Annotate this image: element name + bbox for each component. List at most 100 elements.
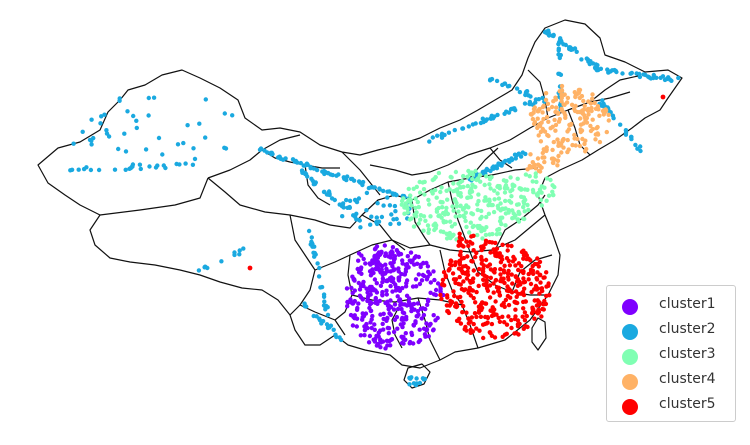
cluster3-point bbox=[509, 194, 514, 199]
cluster2-point bbox=[641, 72, 646, 77]
cluster1-point bbox=[419, 278, 425, 283]
cluster2-point bbox=[364, 208, 369, 213]
cluster1-point bbox=[367, 333, 373, 339]
cluster1-point bbox=[372, 247, 378, 252]
cluster3-point bbox=[465, 183, 470, 189]
cluster2-point bbox=[330, 172, 335, 178]
cluster4-point bbox=[586, 112, 591, 117]
cluster1-point bbox=[357, 293, 363, 298]
cluster3-point bbox=[516, 202, 521, 207]
cluster5-point bbox=[505, 243, 511, 248]
cluster5-point bbox=[512, 257, 517, 262]
cluster5-point bbox=[465, 269, 470, 274]
cluster5-point bbox=[461, 303, 466, 309]
cluster5-point bbox=[461, 255, 466, 261]
cluster4-point bbox=[572, 132, 577, 138]
cluster1-point bbox=[409, 330, 414, 335]
cluster1-point bbox=[399, 317, 404, 322]
cluster2-point bbox=[528, 94, 533, 99]
cluster2-point bbox=[358, 225, 363, 230]
cluster3-point bbox=[441, 220, 447, 225]
cluster1-point bbox=[399, 334, 404, 339]
cluster2-point bbox=[669, 78, 674, 84]
cluster2-point bbox=[356, 196, 362, 201]
cluster4-point bbox=[550, 147, 555, 153]
cluster2-point bbox=[116, 146, 121, 152]
cluster4-point bbox=[538, 139, 544, 144]
cluster5-point bbox=[458, 294, 463, 300]
cluster1-point bbox=[363, 261, 368, 266]
cluster4-point bbox=[538, 129, 544, 135]
cluster2-point bbox=[658, 75, 663, 81]
cluster1-point bbox=[396, 298, 402, 303]
cluster1-point bbox=[426, 269, 431, 274]
cluster1-point bbox=[399, 306, 404, 312]
legend-item-cluster2: cluster2 bbox=[607, 319, 735, 343]
cluster2-point bbox=[651, 72, 656, 78]
cluster4-point bbox=[590, 117, 595, 122]
cluster3-point bbox=[425, 223, 431, 228]
cluster3-point bbox=[438, 189, 443, 195]
cluster2-point bbox=[435, 133, 440, 138]
cluster4-point bbox=[604, 129, 609, 135]
cluster2-point bbox=[181, 140, 186, 146]
cluster4-point bbox=[546, 133, 551, 139]
cluster1-marker bbox=[622, 299, 638, 315]
cluster3-point bbox=[523, 172, 529, 177]
cluster5-point bbox=[496, 289, 502, 295]
cluster1-point bbox=[365, 298, 370, 304]
cluster5-point bbox=[521, 256, 526, 261]
cluster3-point bbox=[495, 191, 500, 196]
cluster2-point bbox=[369, 214, 374, 219]
cluster5-point bbox=[502, 270, 507, 275]
cluster4-point bbox=[536, 133, 541, 138]
cluster5-point bbox=[509, 317, 514, 323]
cluster1-point bbox=[402, 272, 408, 277]
cluster3-point bbox=[510, 216, 515, 221]
cluster5-point bbox=[541, 302, 546, 307]
cluster4-point bbox=[550, 156, 556, 161]
cluster3-point bbox=[450, 204, 455, 209]
legend-item-cluster5: cluster5 bbox=[607, 394, 735, 418]
cluster5-point bbox=[460, 270, 465, 276]
cluster5-point bbox=[534, 277, 540, 282]
cluster2-point bbox=[91, 135, 96, 141]
cluster4-point bbox=[582, 141, 587, 147]
cluster2-point bbox=[258, 146, 264, 151]
cluster4-point bbox=[532, 162, 537, 167]
cluster1-point bbox=[373, 295, 378, 301]
cluster3-point bbox=[510, 183, 516, 189]
cluster2-point bbox=[480, 169, 485, 175]
cluster4-point bbox=[532, 121, 537, 127]
cluster3-point bbox=[473, 168, 478, 174]
cluster3-point bbox=[508, 175, 513, 180]
cluster5-point bbox=[516, 267, 521, 273]
cluster3-point bbox=[484, 214, 489, 220]
cluster1-point bbox=[355, 305, 360, 311]
cluster3-point bbox=[469, 186, 474, 191]
cluster5-point bbox=[464, 328, 469, 333]
cluster3-point bbox=[517, 211, 522, 216]
cluster2-point bbox=[375, 201, 380, 206]
cluster5-point bbox=[518, 291, 524, 296]
cluster4-point bbox=[540, 110, 545, 115]
cluster1-point bbox=[368, 301, 373, 307]
cluster3-point bbox=[483, 195, 488, 200]
cluster3-point bbox=[487, 199, 492, 204]
cluster1-point bbox=[348, 300, 353, 305]
cluster5-point bbox=[457, 259, 463, 265]
cluster4-point bbox=[555, 158, 560, 163]
cluster2-point bbox=[417, 380, 423, 386]
cluster1-point bbox=[378, 345, 383, 350]
cluster3-point bbox=[503, 198, 508, 204]
cluster5-point bbox=[521, 306, 526, 311]
cluster1-point bbox=[404, 314, 409, 320]
cluster3-point bbox=[469, 211, 474, 216]
cluster5-point bbox=[480, 322, 486, 327]
cluster5-point bbox=[535, 261, 540, 267]
cluster2-point bbox=[270, 151, 275, 157]
cluster1-point bbox=[362, 333, 367, 338]
cluster2-point bbox=[304, 161, 310, 166]
cluster2-point bbox=[317, 316, 322, 321]
cluster5-point bbox=[490, 305, 495, 310]
